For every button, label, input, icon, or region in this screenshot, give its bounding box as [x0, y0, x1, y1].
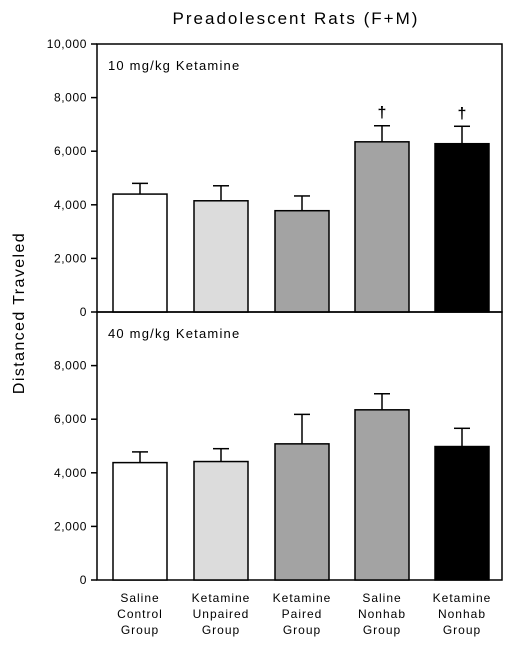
bar: [112, 461, 168, 581]
bar: [354, 141, 410, 313]
y-axis-label: Distanced Traveled: [11, 232, 28, 394]
y-tick-label: 0: [80, 305, 87, 319]
category-label: Ketamine Paired Group: [273, 591, 332, 637]
y-tick-label: 6,000: [54, 144, 87, 158]
category-label-line: Group: [283, 623, 321, 637]
category-label-line: Saline: [362, 591, 401, 605]
y-tick-label: 4,000: [54, 466, 87, 480]
y-tick-label: 0: [80, 573, 87, 587]
bar: [112, 193, 168, 313]
category-label: Saline Control Group: [117, 591, 163, 637]
panel-label: 40 mg/kg Ketamine: [108, 326, 240, 341]
bar: [274, 209, 330, 313]
category-label-line: Group: [121, 623, 159, 637]
y-tick-label: 6,000: [54, 412, 87, 426]
category-label-line: Group: [443, 623, 481, 637]
y-tick-label: 10,000: [47, 37, 87, 51]
category-label: Saline Nonhab Group: [358, 591, 406, 637]
y-tick-label: 2,000: [54, 519, 87, 533]
y-tick-label: 8,000: [54, 359, 87, 373]
bar: [193, 460, 249, 581]
category-label-line: Ketamine: [192, 591, 251, 605]
bar: [354, 409, 410, 581]
y-tick-label: 2,000: [54, 251, 87, 265]
panel-10mg: 0 2,000 4,000 6,000 8,000 10,000 10 mg/kg Keta…: [47, 37, 503, 319]
category-label-line: Unpaired: [193, 607, 250, 621]
category-label: Ketamine Unpaired Group: [192, 591, 251, 637]
bar: [274, 443, 330, 581]
chart-title: Preadolescent Rats (F+M): [173, 9, 420, 28]
category-label-line: Ketamine: [433, 591, 492, 605]
y-tick-label: 4,000: [54, 198, 87, 212]
category-label: Ketamine Nonhab Group: [433, 591, 492, 637]
category-label-line: Group: [363, 623, 401, 637]
y-tick-label: 8,000: [54, 91, 87, 105]
significance-marker: †: [458, 105, 467, 122]
category-label-line: Nonhab: [438, 607, 486, 621]
category-label-line: Nonhab: [358, 607, 406, 621]
bar: [434, 142, 490, 313]
category-label-line: Saline: [120, 591, 159, 605]
category-label-line: Ketamine: [273, 591, 332, 605]
category-label-line: Group: [202, 623, 240, 637]
bar: [434, 445, 490, 581]
bar: [193, 200, 249, 313]
significance-marker: †: [378, 105, 387, 122]
category-label-line: Paired: [282, 607, 323, 621]
panel-label: 10 mg/kg Ketamine: [108, 58, 240, 73]
category-label-line: Control: [117, 607, 163, 621]
panel-40mg: 0 2,000 4,000 6,000 8,000 40 mg/kg Ketamine: [54, 311, 503, 587]
